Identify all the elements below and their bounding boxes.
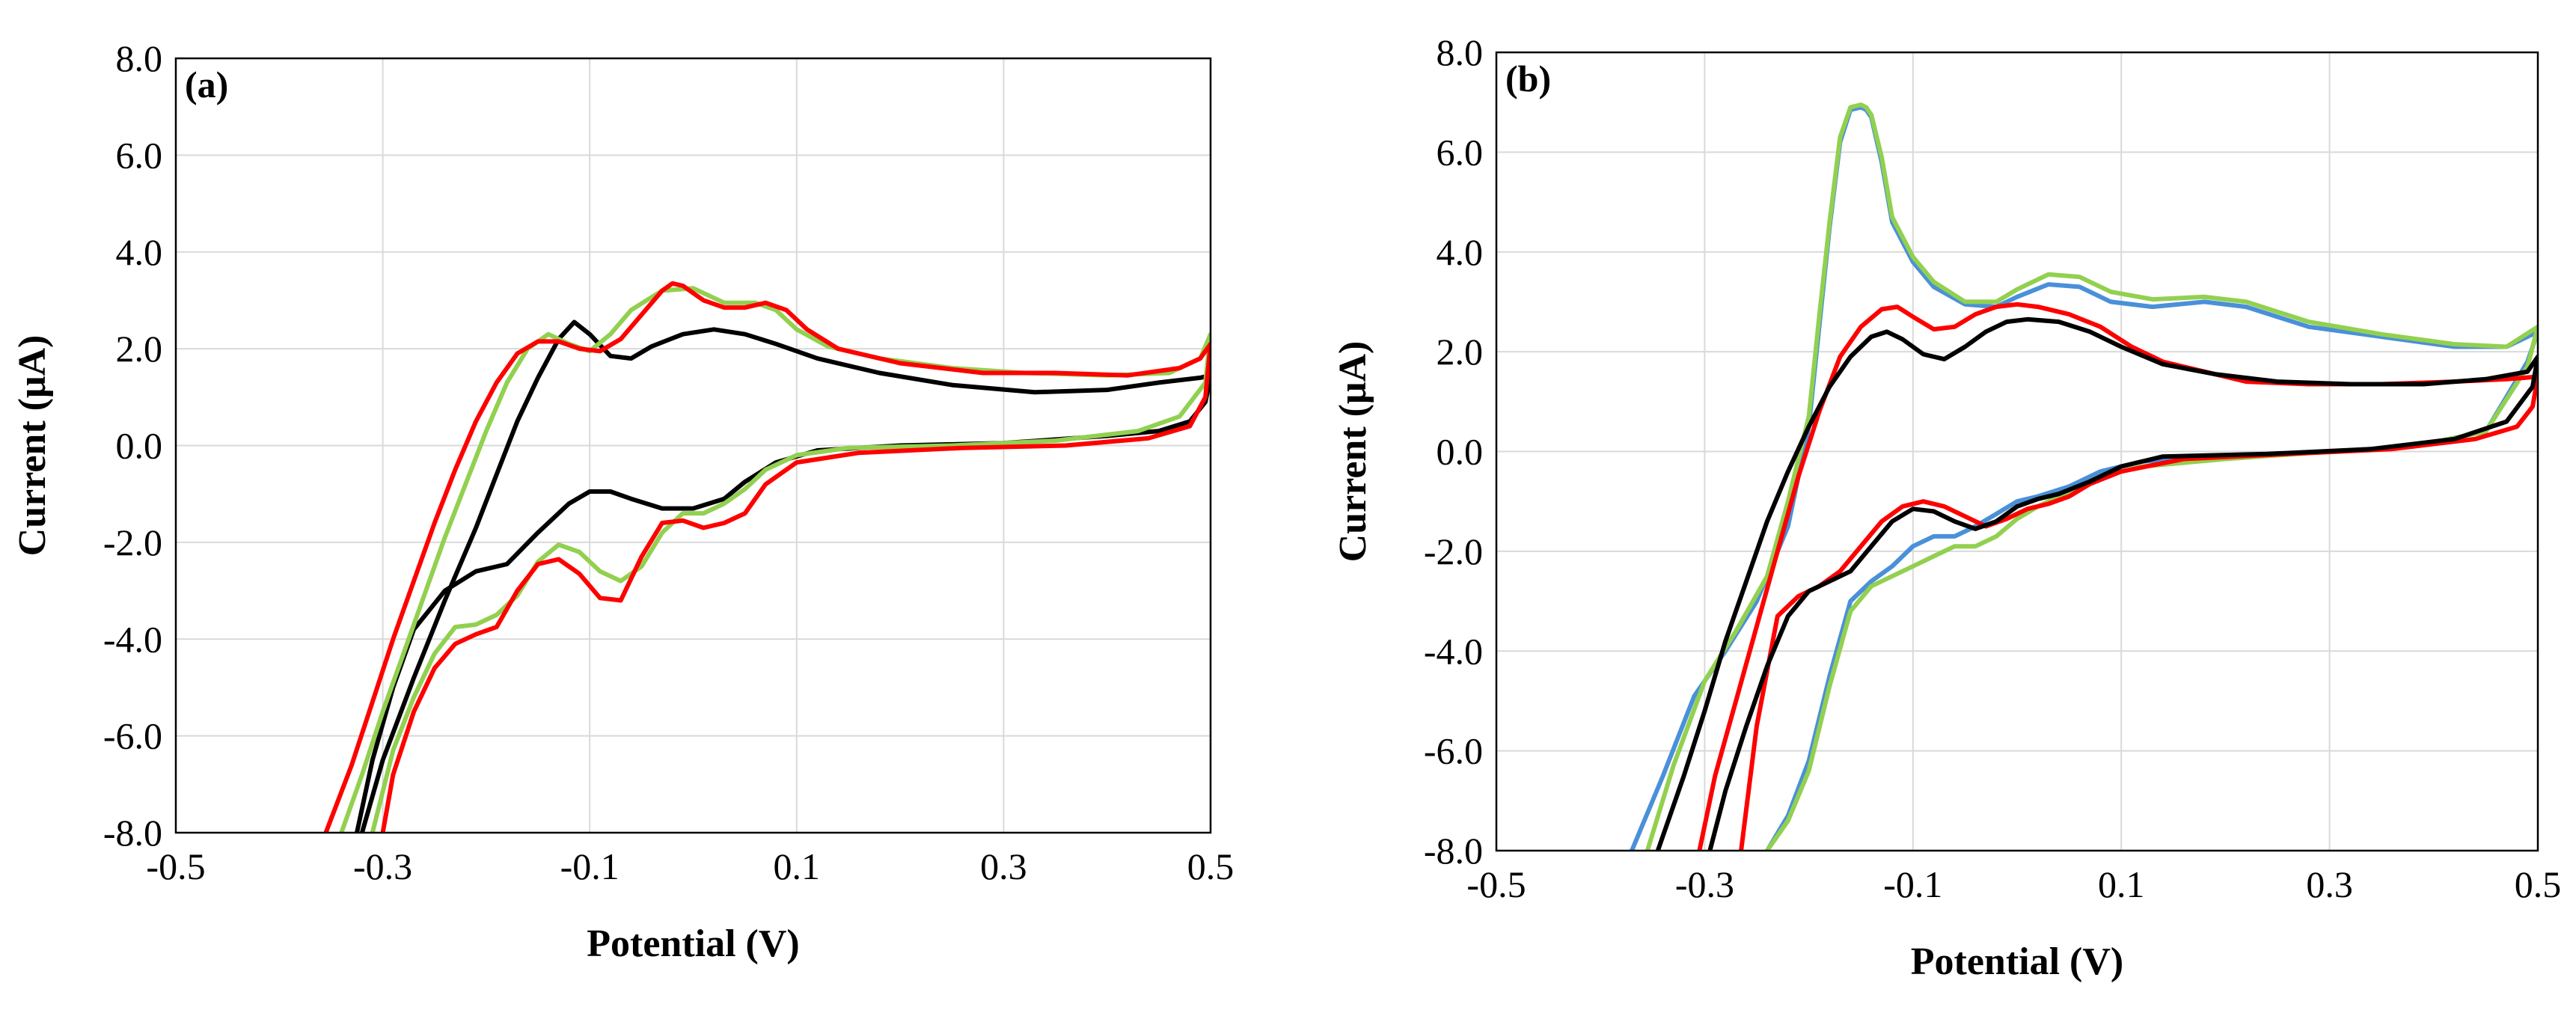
panel-b-y-tick-label: 6.0 [1437,131,1484,173]
panel-a-x-tick-label: -0.5 [146,845,205,887]
panel-b-label: (b) [1505,58,1551,100]
panel-b-series-blue [1630,105,2538,851]
panel-b-y-tick-label: -8.0 [1424,830,1483,872]
panel-a-x-tick-label: 0.5 [1187,845,1235,887]
panel-b-y-tick-label: 0.0 [1437,431,1484,473]
panel-a-y-tick-label: -6.0 [103,715,162,757]
panel-a-y-tick-label: 4.0 [116,231,163,273]
panel-a-series-red [323,281,1211,833]
panel-b-y-axis-title: Current (μA) [1332,341,1374,563]
panel-a-y-tick-label: 6.0 [116,134,163,176]
panel-b-y-tick-label: 8.0 [1437,31,1484,73]
panel-b-x-tick-label: 0.1 [2098,863,2145,905]
panel-a-series-green [339,286,1211,833]
panel-b-y-tick-label: 4.0 [1437,231,1484,273]
panel-a-y-tick-label: -2.0 [103,521,162,563]
panel-a-y-tick-label: 0.0 [116,425,163,467]
panel-a-y-axis-title: Current (μA) [11,335,54,557]
panel-b-ticks: -0.5 -0.3 -0.1 0.1 0.3 0.5 8.0 6.0 4.0 2.0 0.0 -2.0… [1424,31,2561,905]
panel-b: -0.5 -0.3 -0.1 0.1 0.3 0.5 8.0 6.0 4.0 2.0 0.0 -2.0… [1332,31,2561,983]
panel-a-y-tick-label: -8.0 [103,812,162,854]
panel-b-y-tick-label: 2.0 [1437,331,1484,373]
panel-a: -0.5 -0.3 -0.1 0.1 0.3 0.5 8.0 6.0 4.0 2.0 0.0 -2.0… [11,37,1234,965]
panel-a-label: (a) [185,64,228,105]
panel-a-x-tick-label: 0.1 [774,845,821,887]
panel-a-y-tick-label: 8.0 [116,37,163,79]
panel-b-x-tick-label: 0.3 [2306,863,2353,905]
panel-b-series-black [1655,316,2538,851]
panel-a-plot-frame [174,57,1212,834]
panel-b-plot-frame [1495,51,2539,852]
panel-b-series-green [1645,102,2538,851]
panel-a-x-axis-title: Potential (V) [587,922,799,965]
panel-a-x-tick-label: 0.3 [980,845,1027,887]
panel-a-x-tick-label: -0.1 [560,845,619,887]
panel-b-x-tick-label: -0.1 [1883,863,1942,905]
panel-b-y-tick-label: -4.0 [1424,630,1483,672]
panel-b-series [1630,102,2538,851]
panel-a-y-tick-label: 2.0 [116,328,163,370]
panel-b-y-tick-label: -2.0 [1424,530,1483,572]
panel-b-x-tick-label: 0.5 [2515,863,2562,905]
panel-b-x-axis-title: Potential (V) [1911,940,2123,983]
panel-a-ticks: -0.5 -0.3 -0.1 0.1 0.3 0.5 8.0 6.0 4.0 2.0 0.0 -2.0… [103,37,1234,887]
panel-a-x-tick-label: -0.3 [353,845,412,887]
panel-b-x-tick-label: -0.3 [1675,863,1734,905]
panel-b-x-tick-label: -0.5 [1466,863,1526,905]
panel-a-series-black [355,319,1211,833]
panel-a-series [323,281,1211,833]
panel-b-y-tick-label: -6.0 [1424,730,1483,772]
panel-a-y-tick-label: -4.0 [103,618,162,660]
